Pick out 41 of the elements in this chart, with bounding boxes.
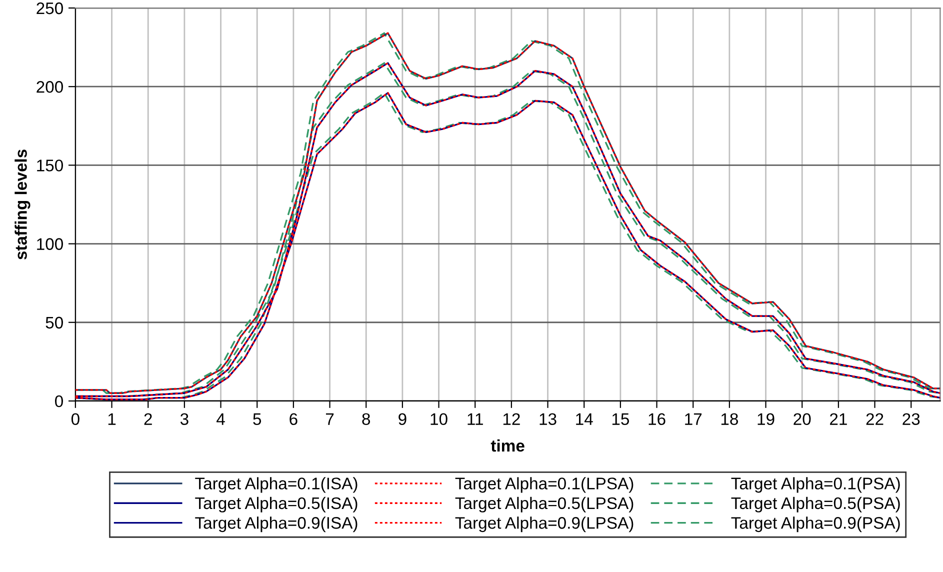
x-tick-label: 3 xyxy=(180,413,188,426)
y-tick-label: 50 xyxy=(46,316,63,329)
x-tick-label: 6 xyxy=(290,413,298,426)
legend-label: Target Alpha=0.9(PSA) xyxy=(731,516,900,532)
legend-label: Target Alpha=0.9(ISA) xyxy=(195,516,358,532)
y-axis-title: staffing levels xyxy=(14,150,30,260)
x-tick-label: 14 xyxy=(576,413,593,425)
x-axis-title: time xyxy=(490,439,524,452)
x-tick-label: 4 xyxy=(216,413,225,425)
y-tick-label: 100 xyxy=(37,238,63,250)
x-tick-label: 7 xyxy=(326,413,334,425)
y-tick-label: 150 xyxy=(37,160,63,172)
y-tick-label: 0 xyxy=(55,395,63,408)
x-tick-label: 0 xyxy=(71,413,80,426)
y-tick-label: 250 xyxy=(36,2,63,14)
x-tick-label: 16 xyxy=(648,413,666,426)
legend-label: Target Alpha=0.9(LPSA) xyxy=(455,516,634,532)
x-tick-label: 17 xyxy=(685,413,702,425)
x-tick-label: 22 xyxy=(866,413,884,425)
x-tick-label: 1 xyxy=(108,413,116,425)
legend-label: Target Alpha=0.1(ISA) xyxy=(195,477,358,493)
legend-label: Target Alpha=0.5(LPSA) xyxy=(455,496,634,512)
x-tick-label: 5 xyxy=(253,413,262,426)
legend-label: Target Alpha=0.5(PSA) xyxy=(731,496,900,512)
x-tick-label: 13 xyxy=(540,413,556,426)
legend-label: Target Alpha=0.5(ISA) xyxy=(195,496,358,512)
x-tick-label: 23 xyxy=(902,413,920,426)
x-tick-label: 11 xyxy=(468,413,483,425)
x-tick-label: 18 xyxy=(721,413,738,426)
x-tick-label: 8 xyxy=(362,413,370,426)
x-tick-label: 20 xyxy=(794,413,811,426)
legend-label: Target Alpha=0.1(LPSA) xyxy=(455,477,634,493)
legend-label: Target Alpha=0.1(PSA) xyxy=(731,477,900,493)
x-tick-label: 2 xyxy=(144,413,152,425)
x-tick-label: 9 xyxy=(398,413,406,426)
x-tick-label: 10 xyxy=(430,413,448,426)
x-tick-label: 19 xyxy=(758,413,774,426)
x-tick-label: 12 xyxy=(503,413,520,425)
y-tick-label: 200 xyxy=(36,81,63,93)
x-tick-label: 15 xyxy=(612,413,630,426)
x-tick-label: 21 xyxy=(830,413,847,425)
